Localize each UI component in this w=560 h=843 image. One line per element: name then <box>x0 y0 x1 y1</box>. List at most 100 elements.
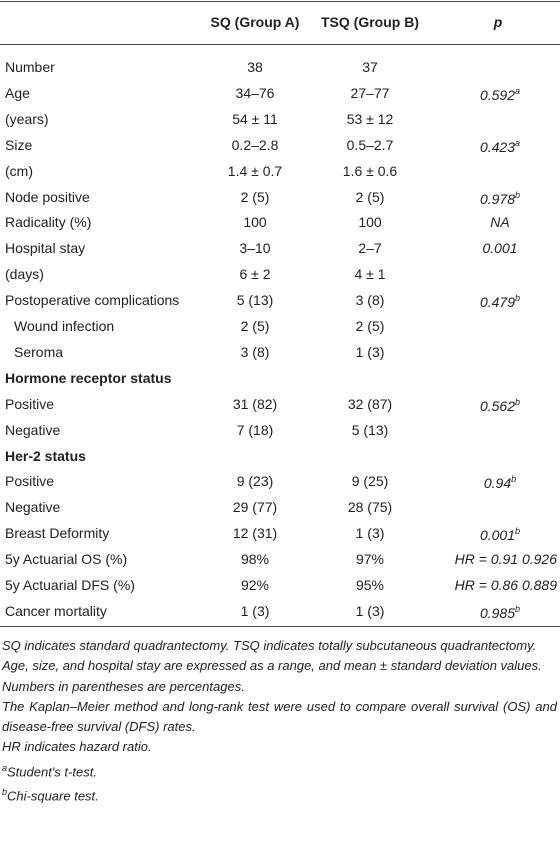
tsq-cell: 2 (5) <box>355 188 385 205</box>
header-cell: TSQ (Group B) <box>321 14 419 30</box>
p-cell: 0.94b <box>484 471 516 493</box>
p-cell: HR = 0.91 0.926 <box>455 550 557 568</box>
footnote: bChi-square test. <box>2 782 557 807</box>
sq-cell: 100 <box>243 214 267 231</box>
sq-cell: 2 (5) <box>240 318 270 334</box>
tsq-cell: 1 (3) <box>355 525 385 542</box>
footnote-text: Numbers in parentheses are percentages. <box>2 678 245 694</box>
p-footnote-mark: b <box>515 396 521 407</box>
sq-cell: 5 (13) <box>236 292 274 309</box>
p-value: 0.423 <box>479 138 516 155</box>
row-label: (years) <box>5 110 49 127</box>
tsq-cell: 5 (13) <box>351 421 389 438</box>
header-rule <box>0 44 560 45</box>
sq-cell: 34–76 <box>235 84 275 101</box>
p-footnote-mark: b <box>515 189 521 200</box>
p-footnote-mark: b <box>511 474 517 485</box>
footnote-text: Student's t-test. <box>7 764 97 780</box>
row-label: Seroma <box>14 343 64 360</box>
footnote-text: Chi-square test. <box>7 788 99 804</box>
p-value: 0.562 <box>479 397 516 414</box>
section-label: Her-2 status <box>5 447 86 464</box>
footnotes: SQ indicates standard quadrantectomy. TS… <box>2 636 557 807</box>
row-label: Radicality (%) <box>5 214 92 231</box>
tsq-cell: 53 ± 12 <box>346 110 394 127</box>
tsq-cell: 28 (75) <box>347 499 393 516</box>
sq-cell: 0.2–2.8 <box>231 136 279 153</box>
sq-cell: 29 (77) <box>232 499 278 516</box>
tsq-cell: 2 (5) <box>355 318 385 334</box>
footnote: The Kaplan–Meier method and long-rank te… <box>2 697 557 738</box>
tsq-cell: 97% <box>355 551 385 568</box>
row-label: Hospital stay <box>5 240 86 257</box>
p-cell: 0.978b <box>480 186 520 208</box>
row-label: Negative <box>5 499 61 516</box>
row-label: Age <box>5 84 30 101</box>
tsq-cell: 27–77 <box>350 84 390 101</box>
row-label: Size <box>5 136 33 153</box>
footnote: aStudent's t-test. <box>2 758 557 783</box>
p-value: 0.592 <box>479 86 516 103</box>
header-cell: p <box>493 14 503 30</box>
sq-cell: 38 <box>247 59 263 75</box>
row-label: Node positive <box>5 188 90 205</box>
footnote: Age, size, and hospital stay are express… <box>2 656 557 676</box>
sq-cell: 1 (3) <box>240 602 270 619</box>
p-cell: 0.562b <box>480 393 520 415</box>
p-cell: 0.001b <box>480 522 520 544</box>
footnote-text: The Kaplan–Meier method and long-rank te… <box>2 698 557 735</box>
sq-cell: 98% <box>240 551 270 568</box>
p-cell: HR = 0.86 0.889 <box>455 576 557 594</box>
p-cell: NA <box>490 213 509 231</box>
p-footnote-mark: b <box>515 604 521 615</box>
p-cell: 0.592a <box>480 82 520 104</box>
row-label: Breast Deformity <box>5 525 110 542</box>
p-value: HR = 0.86 0.889 <box>454 577 557 593</box>
p-footnote-mark: a <box>515 137 521 148</box>
tsq-cell: 9 (25) <box>351 473 389 490</box>
tsq-cell: 2–7 <box>358 240 382 257</box>
row-label: Wound infection <box>14 318 115 334</box>
row-label: Postoperative complications <box>5 292 180 309</box>
tsq-cell: 100 <box>358 214 382 231</box>
row-label: (cm) <box>5 162 33 179</box>
footnote-mark: a <box>2 762 8 773</box>
footnote-text: Age, size, and hospital stay are express… <box>2 658 542 674</box>
sq-cell: 3–10 <box>239 240 271 257</box>
bottom-rule <box>0 626 560 627</box>
sq-cell: 3 (8) <box>240 343 270 360</box>
tsq-cell: 95% <box>355 577 385 593</box>
p-footnote-mark: b <box>515 293 521 304</box>
p-value: 0.001 <box>482 240 518 257</box>
section-label: Hormone receptor status <box>5 369 172 386</box>
p-value: 0.479 <box>479 293 516 310</box>
p-value: NA <box>490 214 510 231</box>
sq-cell: 12 (31) <box>232 525 278 542</box>
footnote-text: SQ indicates standard quadrantectomy. TS… <box>2 638 537 653</box>
row-label: Negative <box>5 421 61 438</box>
tsq-cell: 0.5–2.7 <box>346 136 394 153</box>
p-value: 0.001 <box>479 527 516 544</box>
p-footnote-mark: b <box>515 526 521 537</box>
row-label: (days) <box>5 266 44 283</box>
tsq-cell: 1.6 ± 0.6 <box>342 162 398 179</box>
footnote: HR indicates hazard ratio. <box>2 737 557 757</box>
row-label: 5y Actuarial DFS (%) <box>5 577 135 593</box>
row-label: Positive <box>5 473 55 490</box>
footnote-mark: b <box>2 787 8 798</box>
sq-cell: 92% <box>240 577 270 593</box>
p-cell: 0.479b <box>480 289 520 311</box>
p-value: 0.985 <box>479 604 516 621</box>
row-label: 5y Actuarial OS (%) <box>5 551 128 568</box>
sq-cell: 7 (18) <box>236 421 274 438</box>
row-label: Number <box>5 59 55 75</box>
p-value: 0.94 <box>483 475 512 492</box>
sq-cell: 1.4 ± 0.7 <box>227 162 283 179</box>
sq-cell: 6 ± 2 <box>239 266 271 283</box>
tsq-cell: 1 (3) <box>355 602 385 619</box>
p-cell: 0.001 <box>482 239 517 257</box>
row-label: Cancer mortality <box>5 602 107 619</box>
tsq-cell: 3 (8) <box>355 292 385 309</box>
p-value: 0.978 <box>479 190 516 207</box>
